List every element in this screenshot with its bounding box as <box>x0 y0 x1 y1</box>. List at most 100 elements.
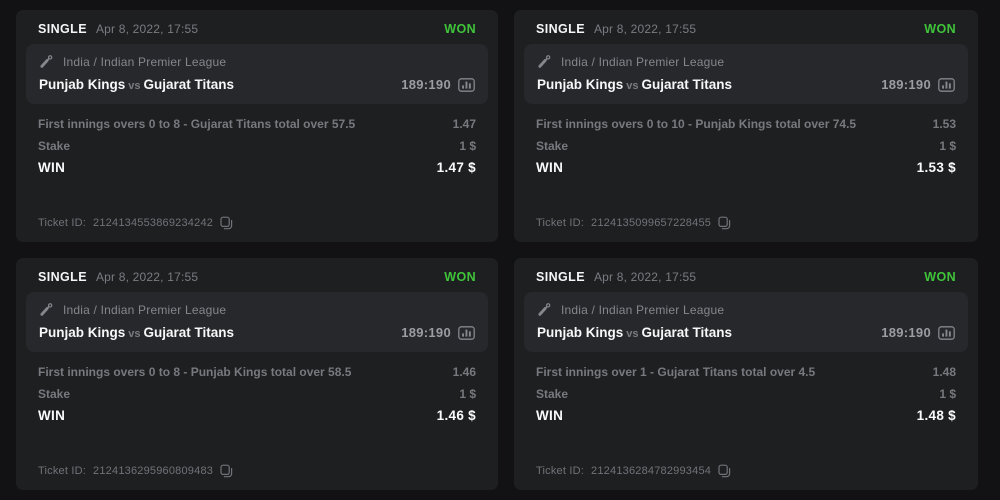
bar-chart-icon[interactable] <box>938 325 955 340</box>
match-teams: Punjab Kings vs Gujarat Titans <box>39 325 234 340</box>
league-row: India / Indian Premier League <box>537 54 955 69</box>
bet-datetime: Apr 8, 2022, 17:55 <box>95 270 199 284</box>
cricket-bat-icon <box>537 302 552 317</box>
stake-value: 1 $ <box>939 387 956 401</box>
stake-label: Stake <box>536 139 569 153</box>
copy-icon[interactable] <box>718 464 731 478</box>
bet-ticket-card: SINGLE Apr 8, 2022, 17:55 WON India / In… <box>514 10 978 242</box>
team-away: Gujarat Titans <box>641 325 733 340</box>
win-row: WIN 1.53 $ <box>524 160 968 175</box>
bar-chart-icon[interactable] <box>458 325 475 340</box>
bet-odds: 1.53 <box>932 117 956 131</box>
bet-ticket-card: SINGLE Apr 8, 2022, 17:55 WON India / In… <box>514 258 978 490</box>
copy-icon[interactable] <box>220 216 233 230</box>
match-panel: India / Indian Premier League Punjab Kin… <box>26 44 488 104</box>
score-wrap: 189:190 <box>401 325 475 340</box>
stake-label: Stake <box>38 139 71 153</box>
stake-row: Stake 1 $ <box>524 139 968 153</box>
win-row: WIN 1.47 $ <box>26 160 488 175</box>
teams-row: Punjab Kings vs Gujarat Titans 189:190 <box>537 325 955 340</box>
match-score: 189:190 <box>881 325 931 340</box>
stake-label: Stake <box>38 387 71 401</box>
bet-ticket-card: SINGLE Apr 8, 2022, 17:55 WON India / In… <box>16 258 498 490</box>
league-breadcrumb: India / Indian Premier League <box>561 54 725 69</box>
league-breadcrumb: India / Indian Premier League <box>63 302 227 317</box>
bet-datetime: Apr 8, 2022, 17:55 <box>593 22 697 36</box>
win-value: 1.47 $ <box>436 160 476 175</box>
copy-icon[interactable] <box>718 216 731 230</box>
win-value: 1.53 $ <box>916 160 956 175</box>
bet-type-label: SINGLE <box>536 270 585 284</box>
ticket-header: SINGLE Apr 8, 2022, 17:55 WON <box>524 18 968 44</box>
win-value: 1.46 $ <box>436 408 476 423</box>
bet-selection-label: First innings over 1 - Gujarat Titans to… <box>536 365 816 379</box>
win-value: 1.48 $ <box>916 408 956 423</box>
stake-value: 1 $ <box>939 139 956 153</box>
team-away: Gujarat Titans <box>143 77 235 92</box>
bet-ticket-card: SINGLE Apr 8, 2022, 17:55 WON India / In… <box>16 10 498 242</box>
ticket-id-value: 2124136284782993454 <box>591 465 712 477</box>
match-panel: India / Indian Premier League Punjab Kin… <box>26 292 488 352</box>
bar-chart-icon[interactable] <box>938 77 955 92</box>
vs-label: vs <box>128 328 141 340</box>
status-badge: WON <box>444 22 476 36</box>
ticket-id-label: Ticket ID: <box>38 217 87 229</box>
ticket-id-row: Ticket ID: 2124136295960809483 <box>26 464 488 478</box>
bet-odds: 1.47 <box>452 117 476 131</box>
match-teams: Punjab Kings vs Gujarat Titans <box>39 77 234 92</box>
stake-value: 1 $ <box>459 387 476 401</box>
league-breadcrumb: India / Indian Premier League <box>561 302 725 317</box>
teams-row: Punjab Kings vs Gujarat Titans 189:190 <box>39 325 475 340</box>
bet-selection-label: First innings overs 0 to 8 - Punjab King… <box>38 365 352 379</box>
score-wrap: 189:190 <box>881 325 955 340</box>
win-label: WIN <box>536 408 564 423</box>
league-breadcrumb: India / Indian Premier League <box>63 54 227 69</box>
vs-label: vs <box>626 328 639 340</box>
team-away: Gujarat Titans <box>143 325 235 340</box>
stake-value: 1 $ <box>459 139 476 153</box>
match-teams: Punjab Kings vs Gujarat Titans <box>537 325 732 340</box>
stake-row: Stake 1 $ <box>524 387 968 401</box>
stake-row: Stake 1 $ <box>26 387 488 401</box>
ticket-id-label: Ticket ID: <box>536 465 585 477</box>
ticket-id-label: Ticket ID: <box>536 217 585 229</box>
win-row: WIN 1.48 $ <box>524 408 968 423</box>
win-label: WIN <box>536 160 564 175</box>
team-away: Gujarat Titans <box>641 77 733 92</box>
bet-odds: 1.46 <box>452 365 476 379</box>
team-home: Punjab Kings <box>537 325 624 340</box>
bar-chart-icon[interactable] <box>458 77 475 92</box>
score-wrap: 189:190 <box>881 77 955 92</box>
cricket-bat-icon <box>39 54 54 69</box>
team-home: Punjab Kings <box>537 77 624 92</box>
bet-datetime: Apr 8, 2022, 17:55 <box>593 270 697 284</box>
ticket-id-row: Ticket ID: 2124134553869234242 <box>26 216 488 230</box>
match-panel: India / Indian Premier League Punjab Kin… <box>524 292 968 352</box>
copy-icon[interactable] <box>220 464 233 478</box>
win-row: WIN 1.46 $ <box>26 408 488 423</box>
teams-row: Punjab Kings vs Gujarat Titans 189:190 <box>39 77 475 92</box>
bet-odds: 1.48 <box>932 365 956 379</box>
status-badge: WON <box>924 22 956 36</box>
match-score: 189:190 <box>401 77 451 92</box>
league-row: India / Indian Premier League <box>39 302 475 317</box>
score-wrap: 189:190 <box>401 77 475 92</box>
stake-label: Stake <box>536 387 569 401</box>
bet-selection-row: First innings overs 0 to 10 - Punjab Kin… <box>524 117 968 131</box>
ticket-id-value: 2124136295960809483 <box>93 465 214 477</box>
match-panel: India / Indian Premier League Punjab Kin… <box>524 44 968 104</box>
ticket-header: SINGLE Apr 8, 2022, 17:55 WON <box>26 266 488 292</box>
bet-type-label: SINGLE <box>536 22 585 36</box>
league-row: India / Indian Premier League <box>39 54 475 69</box>
bet-selection-row: First innings over 1 - Gujarat Titans to… <box>524 365 968 379</box>
ticket-id-row: Ticket ID: 2124135099657228455 <box>524 216 968 230</box>
bet-selection-row: First innings overs 0 to 8 - Gujarat Tit… <box>26 117 488 131</box>
teams-row: Punjab Kings vs Gujarat Titans 189:190 <box>537 77 955 92</box>
match-score: 189:190 <box>401 325 451 340</box>
ticket-id-value: 2124135099657228455 <box>591 217 712 229</box>
match-teams: Punjab Kings vs Gujarat Titans <box>537 77 732 92</box>
ticket-id-value: 2124134553869234242 <box>93 217 214 229</box>
status-badge: WON <box>924 270 956 284</box>
bet-selection-label: First innings overs 0 to 10 - Punjab Kin… <box>536 117 857 131</box>
